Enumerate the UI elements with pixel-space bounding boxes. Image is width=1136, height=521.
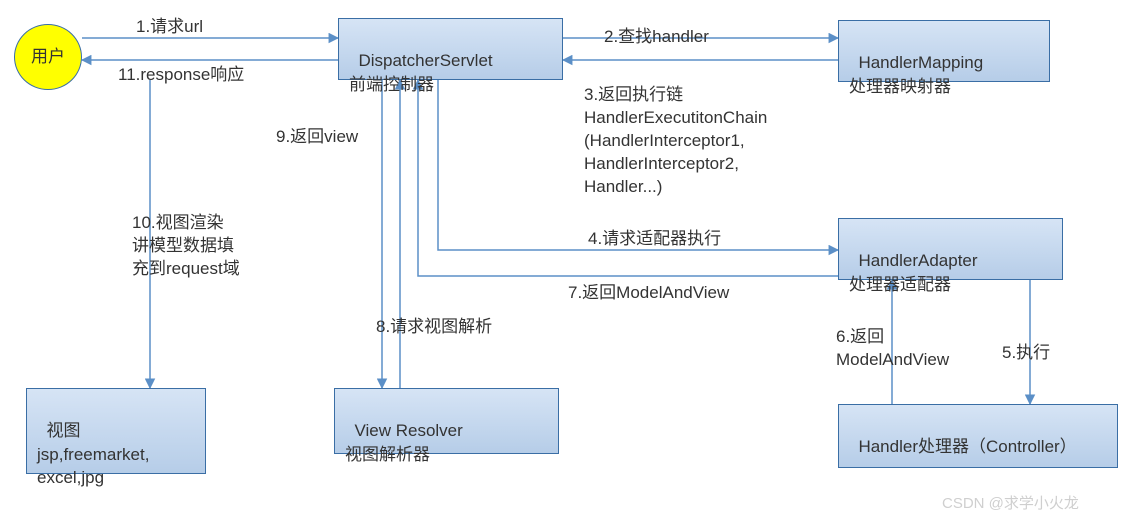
edge-label-10: 10.视图渲染 讲模型数据填 充到request域 bbox=[132, 212, 240, 281]
resolver-label: View Resolver 视图解析器 bbox=[345, 421, 463, 464]
user-node: 用户 bbox=[14, 24, 82, 90]
edge-label-7: 7.返回ModelAndView bbox=[568, 282, 729, 305]
edge-label-6: 6.返回 ModelAndView bbox=[836, 326, 949, 372]
edge-label-11: 11.response响应 bbox=[118, 64, 244, 87]
dispatcher-servlet-node: DispatcherServlet 前端控制器 bbox=[338, 18, 563, 80]
edge-label-1: 1.请求url bbox=[136, 16, 203, 39]
handler-controller-node: Handler处理器（Controller） bbox=[838, 404, 1118, 468]
handler-mapping-node: HandlerMapping 处理器映射器 bbox=[838, 20, 1050, 82]
view-resolver-node: View Resolver 视图解析器 bbox=[334, 388, 559, 454]
handler-adapter-node: HandlerAdapter 处理器适配器 bbox=[838, 218, 1063, 280]
view-label: 视图 jsp,freemarket, excel,jpg bbox=[37, 421, 149, 488]
edge-label-9: 9.返回view bbox=[276, 126, 358, 149]
mapping-label: HandlerMapping 处理器映射器 bbox=[849, 53, 983, 96]
csdn-watermark: CSDN @求学小火龙 bbox=[942, 492, 1079, 513]
adapter-label: HandlerAdapter 处理器适配器 bbox=[849, 251, 978, 294]
dispatcher-label: DispatcherServlet 前端控制器 bbox=[349, 51, 493, 94]
edge-label-8: 8.请求视图解析 bbox=[376, 316, 492, 339]
edge-label-5: 5.执行 bbox=[1002, 342, 1050, 365]
edge-label-4: 4.请求适配器执行 bbox=[588, 228, 721, 251]
view-node: 视图 jsp,freemarket, excel,jpg bbox=[26, 388, 206, 474]
edge-label-2: 2.查找handler bbox=[604, 26, 709, 49]
edge-label-3: 3.返回执行链 HandlerExecutitonChain (HandlerI… bbox=[584, 84, 767, 199]
diagram-canvas: { "meta": { "width": 1136, "height": 521… bbox=[0, 0, 1136, 521]
handler-label: Handler处理器（Controller） bbox=[858, 437, 1076, 456]
user-label: 用户 bbox=[31, 45, 65, 69]
